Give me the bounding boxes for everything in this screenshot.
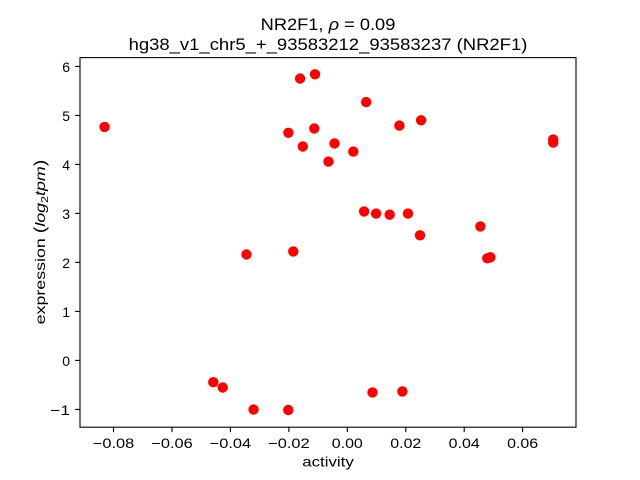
- svg-text:−0.02: −0.02: [268, 435, 310, 451]
- svg-text:3: 3: [62, 206, 70, 222]
- svg-text:expression (log2tpm): expression (log2tpm): [32, 160, 51, 325]
- svg-text:−0.04: −0.04: [210, 435, 252, 451]
- svg-text:hg38_v1_chr5_+_93583212_935832: hg38_v1_chr5_+_93583212_93583237 (NR2F1): [129, 36, 528, 54]
- svg-text:5: 5: [62, 108, 70, 124]
- svg-text:2: 2: [62, 255, 70, 271]
- svg-text:activity: activity: [302, 454, 354, 470]
- svg-text:0.06: 0.06: [507, 435, 538, 451]
- svg-text:1: 1: [62, 304, 70, 320]
- svg-text:0: 0: [62, 353, 70, 369]
- svg-text:0.00: 0.00: [332, 435, 363, 451]
- svg-text:NR2F1, ρ = 0.09: NR2F1, ρ = 0.09: [261, 16, 396, 34]
- svg-text:0.04: 0.04: [449, 435, 480, 451]
- svg-text:4: 4: [62, 157, 70, 173]
- svg-text:6: 6: [62, 59, 70, 75]
- svg-text:−0.06: −0.06: [151, 435, 193, 451]
- svg-text:0.02: 0.02: [390, 435, 421, 451]
- svg-text:−0.08: −0.08: [93, 435, 135, 451]
- svg-text:−1: −1: [50, 402, 70, 418]
